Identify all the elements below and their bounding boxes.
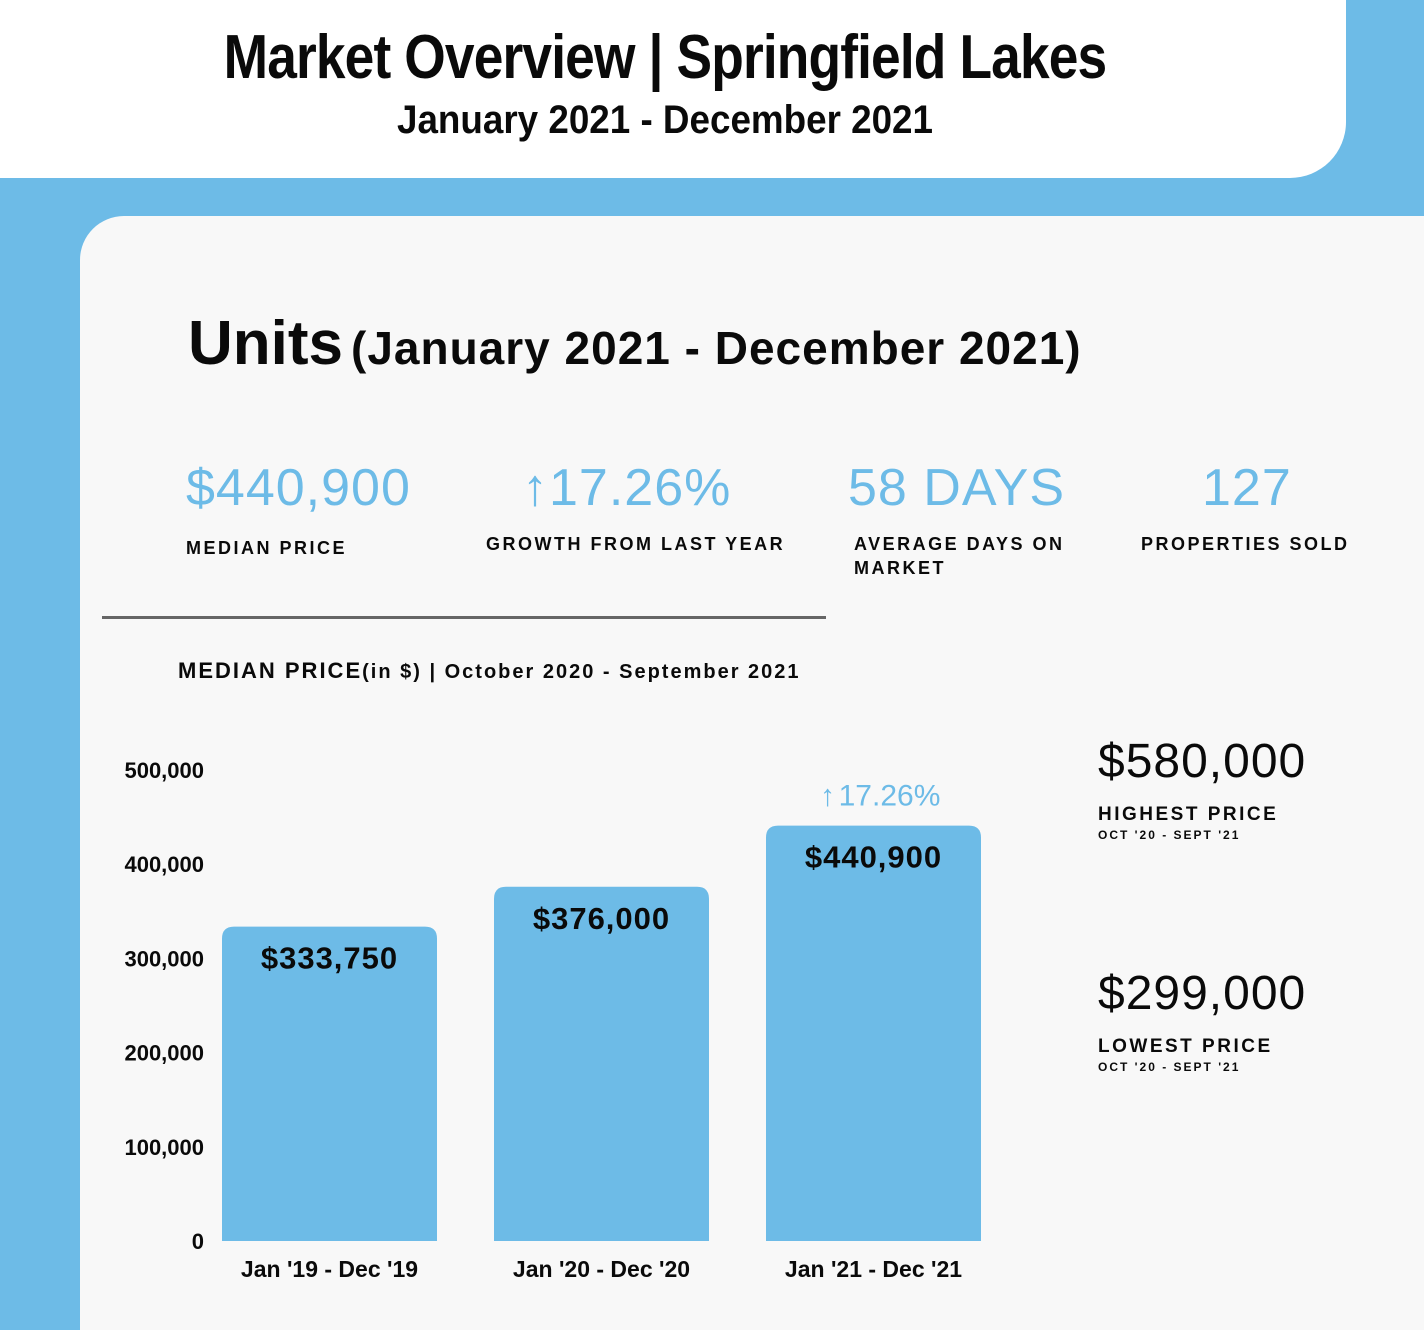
stat-median-price-value: $440,900	[186, 459, 411, 517]
y-tick-label: 0	[192, 1229, 204, 1254]
highest-price-label: HIGHEST PRICE	[1098, 804, 1279, 825]
page-title: Market Overview | Springfield Lakes	[223, 23, 1108, 92]
stat-median-price-label: MEDIAN PRICE	[186, 538, 348, 558]
stat-days-label: AVERAGE DAYS ON MARKET	[854, 534, 1065, 578]
lowest-price-period: OCT '20 - SEPT '21	[1098, 1060, 1241, 1074]
x-tick-label: Jan '21 - Dec '21	[785, 1256, 962, 1282]
stat-growth: ↑17.26%	[522, 458, 731, 518]
stat-growth-label: GROWTH FROM LAST YEAR	[486, 534, 786, 554]
lowest-price-value: $299,000	[1098, 967, 1307, 1020]
bar	[222, 926, 437, 1241]
stat-sold-label: PROPERTIES SOLD	[1141, 534, 1350, 554]
bar-value-label: $333,750	[261, 941, 398, 976]
highest-price-value: $580,000	[1098, 735, 1307, 788]
y-tick-label: 300,000	[124, 946, 204, 971]
chart-title-main: MEDIAN PRICE	[178, 658, 363, 683]
divider	[102, 616, 826, 619]
up-arrow-icon: ↑	[820, 780, 835, 813]
section-title: Units (January 2021 - December 2021)	[188, 308, 1082, 379]
y-tick-label: 500,000	[124, 758, 204, 783]
chart-title: MEDIAN PRICE(in $) | October 2020 - Sept…	[178, 658, 801, 684]
lowest-price-label: LOWEST PRICE	[1098, 1036, 1273, 1057]
y-tick-label: 100,000	[124, 1135, 204, 1160]
header-card: Market Overview | Springfield Lakes Janu…	[0, 0, 1346, 178]
section-title-main: Units	[188, 309, 343, 378]
y-tick-label: 200,000	[124, 1041, 204, 1066]
stat-sold-value: 127	[1202, 459, 1292, 517]
bar	[766, 825, 981, 1241]
bar-value-label: $376,000	[533, 901, 670, 936]
bar-value-label: $440,900	[805, 840, 942, 875]
x-tick-label: Jan '20 - Dec '20	[513, 1256, 690, 1282]
highest-price-period: OCT '20 - SEPT '21	[1098, 828, 1241, 842]
stat-growth-value: 17.26%	[549, 459, 732, 517]
chart-title-period: | October 2020 - September 2021	[421, 661, 801, 683]
up-arrow-icon: ↑	[522, 459, 549, 517]
growth-annotation: 17.26%	[839, 780, 941, 813]
section-title-period: (January 2021 - December 2021)	[351, 322, 1082, 374]
chart-title-unit: (in $)	[362, 661, 422, 683]
stat-days-value: 58 DAYS	[848, 459, 1066, 517]
bar	[494, 886, 709, 1241]
page-subtitle: January 2021 - December 2021	[396, 98, 933, 142]
x-tick-label: Jan '19 - Dec '19	[241, 1256, 418, 1282]
y-tick-label: 400,000	[124, 852, 204, 877]
